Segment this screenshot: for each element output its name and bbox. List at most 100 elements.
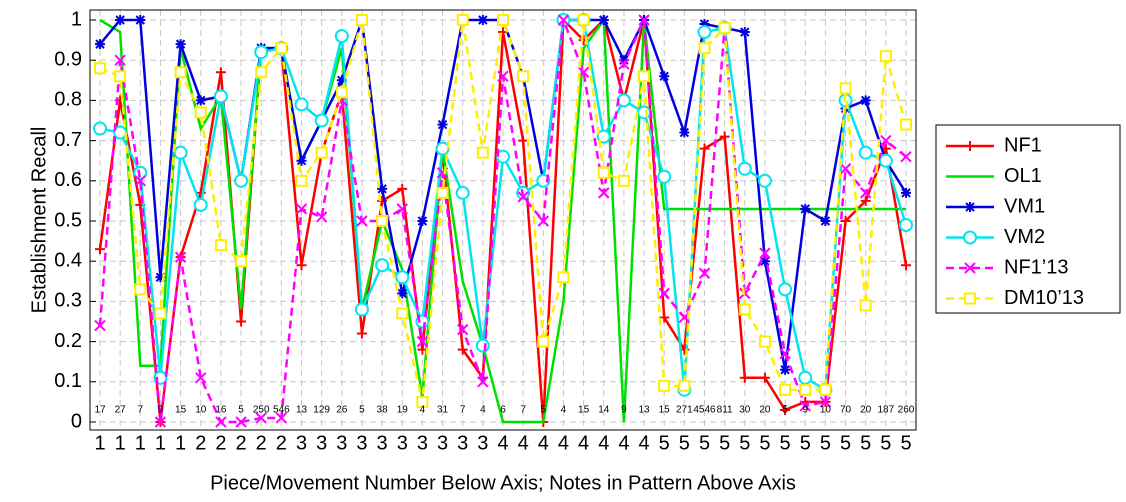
- legend-box: [935, 124, 1121, 314]
- marker: [517, 191, 529, 203]
- marker: [417, 216, 428, 226]
- x-tick-label: 2: [215, 432, 226, 454]
- marker: [315, 146, 328, 159]
- marker: [638, 14, 650, 26]
- marker: [255, 412, 267, 424]
- marker: [900, 118, 912, 131]
- x-tick-label: 2: [235, 432, 246, 454]
- x-tick-label: 2: [276, 432, 287, 454]
- y-tick-label: 1: [71, 8, 82, 30]
- marker: [455, 185, 470, 200]
- x-tick-label: 4: [638, 432, 649, 454]
- marker: [315, 211, 328, 223]
- marker: [416, 395, 429, 408]
- marker: [154, 416, 167, 428]
- legend-item: NF1’13: [946, 256, 1068, 278]
- note-label: 13: [296, 405, 308, 416]
- y-tick-label: 0.7: [54, 129, 82, 151]
- marker: [397, 183, 408, 194]
- note-label: 17: [94, 405, 106, 416]
- marker: [356, 328, 367, 339]
- note-label: 546: [273, 405, 290, 416]
- marker: [536, 173, 551, 188]
- y-tick-label: 0.6: [54, 169, 82, 191]
- legend-label: OL1: [1004, 165, 1042, 187]
- marker: [537, 335, 550, 348]
- marker: [617, 174, 630, 187]
- marker: [859, 187, 872, 199]
- note-label: 5: [541, 405, 547, 416]
- marker: [759, 256, 770, 267]
- x-tick-label: 5: [840, 432, 851, 454]
- x-tick-label: 4: [578, 432, 589, 454]
- marker: [778, 282, 793, 297]
- marker: [173, 145, 188, 160]
- x-tick-label: 3: [336, 432, 347, 454]
- marker: [355, 14, 368, 26]
- marker: [354, 302, 369, 317]
- marker: [497, 70, 509, 82]
- x-tick-label: 3: [437, 432, 448, 454]
- marker: [518, 135, 529, 146]
- marker: [114, 70, 127, 83]
- x-axis-label: Piece/Movement Number Below Axis; Notes …: [210, 472, 796, 494]
- legend-label: VM2: [1004, 226, 1045, 248]
- y-axis-label: Establishment Recall: [28, 127, 50, 314]
- x-tick-label: 3: [477, 432, 488, 454]
- note-label: 19: [397, 405, 409, 416]
- note-label: 15: [578, 405, 590, 416]
- note-label: 27: [115, 405, 127, 416]
- marker: [195, 95, 206, 106]
- marker: [719, 131, 730, 142]
- marker: [699, 143, 710, 154]
- marker: [738, 303, 751, 316]
- legend-item: DM10’13: [946, 287, 1084, 309]
- note-label: 26: [336, 405, 348, 416]
- marker: [860, 95, 871, 106]
- marker: [964, 262, 976, 274]
- marker: [963, 230, 977, 245]
- note-label: 4: [480, 405, 486, 416]
- marker: [637, 105, 652, 120]
- legend-item: VM1: [946, 195, 1045, 217]
- marker: [336, 75, 347, 86]
- marker: [475, 338, 490, 353]
- marker: [115, 15, 126, 25]
- note-label: 271: [676, 405, 693, 416]
- marker: [840, 216, 851, 226]
- marker: [215, 67, 226, 78]
- x-tick-label: 3: [397, 432, 408, 454]
- marker: [213, 89, 228, 104]
- legend-label: NF1’13: [1004, 256, 1068, 278]
- note-label: 4546: [693, 405, 716, 416]
- marker: [820, 216, 831, 226]
- marker: [195, 372, 207, 384]
- x-tick-label: 2: [256, 432, 267, 454]
- note-label: 7: [460, 405, 466, 416]
- marker: [517, 70, 530, 83]
- note-label: 7: [138, 405, 144, 416]
- marker: [679, 127, 690, 138]
- marker: [901, 187, 911, 198]
- marker: [799, 400, 811, 412]
- marker: [396, 203, 408, 215]
- marker: [697, 25, 712, 40]
- note-label: 9: [621, 405, 627, 416]
- note-label: 5: [238, 405, 244, 416]
- marker: [879, 50, 892, 63]
- series-line: [99, 16, 906, 424]
- note-label: 13: [638, 405, 650, 416]
- marker: [799, 383, 812, 396]
- marker: [215, 416, 227, 428]
- x-tick-label: 5: [900, 432, 911, 454]
- marker: [255, 66, 268, 79]
- x-tick-label: 5: [719, 432, 730, 454]
- x-tick-label: 4: [538, 432, 549, 454]
- marker: [965, 202, 975, 212]
- marker: [236, 316, 247, 327]
- x-tick-label: 1: [135, 432, 146, 454]
- marker: [860, 195, 871, 206]
- marker: [678, 379, 691, 392]
- marker: [659, 71, 670, 82]
- marker: [155, 272, 166, 283]
